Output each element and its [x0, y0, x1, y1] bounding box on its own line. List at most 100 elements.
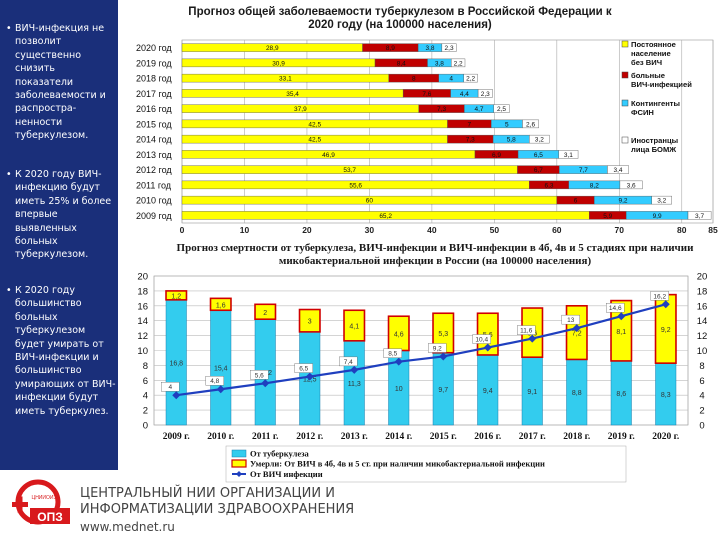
- chart2-legend-label-hiv: Умерли: От ВИЧ в 4б, 4в и 5 ст. при нали…: [250, 459, 545, 469]
- chart2-line-marker: [305, 372, 314, 381]
- chart1-data-label: 3,2: [657, 198, 666, 205]
- chart2-ytick-label-left: 18: [137, 286, 148, 297]
- footer-org-line2: ИНФОРМАТИЗАЦИИ ЗДРАВООХРАНЕНИЯ: [80, 502, 355, 517]
- footer-org: ЦЕНТРАЛЬНЫЙ НИИ ОРГАНИЗАЦИИ И ИНФОРМАТИЗ…: [80, 486, 354, 518]
- chart1-legend-swatch: [621, 136, 629, 144]
- chart2-line-label-box: [517, 325, 536, 335]
- chart1-legend-label: Иностранцы лица БОМЖ: [631, 136, 678, 154]
- chart2-ytick-label-right: 16: [697, 301, 708, 312]
- chart1-bar-segment: [463, 73, 478, 83]
- chart1-data-label: 42,5: [308, 121, 321, 128]
- chart2-legend-marker: [236, 471, 242, 477]
- chart2-line-marker: [617, 312, 626, 321]
- chart2-line-label: 10,4: [475, 337, 488, 344]
- chart2-ytick-label-left: 16: [137, 301, 148, 312]
- chart2-data-label-hiv: 2: [263, 310, 267, 317]
- chart2-line-marker: [483, 343, 492, 352]
- chart2-line-marker: [261, 379, 270, 388]
- footer-org-line1: ЦЕНТРАЛЬНЫЙ НИИ ОРГАНИЗАЦИИ И: [80, 486, 335, 501]
- bullet-text: К 2020 году большинство больных туберкул…: [15, 285, 116, 417]
- chart1-xtick-label: 20: [302, 225, 312, 235]
- chart2-bar-hiv: [165, 290, 188, 301]
- chart1-data-label: 8,2: [590, 182, 599, 189]
- chart1-bar-segment: [529, 134, 550, 144]
- chart2-line-label: 7,4: [344, 359, 353, 366]
- chart2-data-label-tb: 10: [395, 386, 403, 393]
- chart1-xtick-label: 85: [708, 225, 718, 235]
- chart1-plot-area: [181, 39, 714, 224]
- chart2-ytick-label-left: 12: [137, 331, 148, 342]
- chart1-data-label: 3,1: [564, 152, 573, 159]
- chart1-category-label: 2012 год: [136, 165, 172, 175]
- chart1-xtick-label: 30: [365, 225, 375, 235]
- bullet-2: • К 2020 году ВИЧ-инфекцию будут иметь 2…: [6, 168, 116, 262]
- chart1-legend-swatch: [621, 99, 629, 107]
- chart1-xtick-label: 80: [677, 225, 687, 235]
- logo-subtext: ЦНИИОИЗ: [32, 495, 57, 501]
- chart2-xtick-label: 2010 г.: [207, 432, 234, 442]
- footer-url[interactable]: www.mednet.ru: [80, 520, 175, 534]
- chart2-ytick-label-right: 10: [697, 346, 708, 357]
- chart2-line-label-box: [205, 376, 224, 386]
- chart2-ytick-label-right: 14: [697, 316, 708, 327]
- chart1-bar-segment: [451, 58, 466, 68]
- chart1-category-label: 2014 год: [136, 135, 172, 145]
- chart1-legend-swatch: [621, 71, 629, 79]
- chart2-line-label: 6,5: [299, 366, 308, 373]
- chart1-data-label: 42,5: [308, 137, 321, 144]
- chart1-category-label: 2019 год: [136, 58, 172, 68]
- bullet-1: • ВИЧ-инфекция не позволит существенно с…: [6, 22, 116, 143]
- chart1-data-label: 5,9: [603, 213, 612, 220]
- chart1-data-label: 2,2: [454, 60, 463, 67]
- chart2-ytick-label-left: 10: [137, 346, 148, 357]
- chart2-line-marker: [661, 300, 670, 309]
- chart2-ytick-label-left: 14: [137, 316, 148, 327]
- logo-graphic: ОПЗ ЦНИИОИЗ: [12, 479, 70, 525]
- chart1-title: Прогноз общей заболеваемости туберкулезо…: [188, 6, 612, 31]
- chart2-line-label: 11,6: [520, 328, 533, 335]
- chart2-data-label-tb: 11,3: [348, 381, 361, 388]
- chart2-line-label: 4,8: [210, 378, 219, 385]
- chart1-data-label: 3,8: [425, 45, 434, 52]
- chart1-bar-segment: [522, 119, 539, 129]
- chart1-category-label: 2016 год: [136, 104, 172, 114]
- chart2-ytick-label-right: 12: [697, 331, 708, 342]
- chart2-line-label-box: [472, 334, 491, 344]
- bullet-dot: •: [6, 285, 12, 296]
- chart2-data-label-tb: 15,4: [214, 366, 228, 373]
- chart2-data-label-hiv: 1,2: [171, 293, 181, 300]
- chart2-line-label-box: [250, 370, 269, 380]
- chart2-xtick-label: 2018 г.: [563, 432, 590, 442]
- chart2-xtick-label: 2013 г.: [341, 432, 368, 442]
- chart2-data-label-hiv: 5,3: [438, 331, 448, 338]
- chart1-xtick-label: 50: [490, 225, 500, 235]
- chart1-data-label: 3,2: [535, 137, 544, 144]
- chart2-ytick-label-right: 2: [699, 406, 704, 417]
- chart2-line-marker: [528, 334, 537, 343]
- chart2-line-label: 16,2: [653, 293, 666, 300]
- chart1-bar-segment: [607, 165, 629, 174]
- chart2-data-label-tb: 9,1: [527, 389, 537, 396]
- chart1-data-label: 6,7: [534, 167, 543, 174]
- chart1-bar-segment: [651, 195, 672, 205]
- chart2-xtick-label: 2012 г.: [296, 432, 323, 442]
- chart2-data-label-tb: 16,8: [169, 360, 183, 367]
- chart2-data-label-tb: 8,6: [616, 391, 626, 398]
- chart2-xtick-label: 2015 г.: [430, 432, 457, 442]
- chart2-legend-swatch-tb: [231, 449, 247, 458]
- chart2-line-label-box: [294, 363, 313, 373]
- chart1-data-label: 7,7: [579, 167, 588, 174]
- chart1-data-label: 60: [366, 198, 374, 205]
- chart2-line-label-box: [428, 343, 447, 353]
- chart2-data-label-hiv: 8,1: [616, 329, 626, 336]
- chart2-ytick-label-left: 20: [137, 272, 148, 283]
- chart1-xtick-label: 10: [240, 225, 250, 235]
- chart2-ytick-label-right: 0: [699, 421, 704, 432]
- chart1-data-label: 9,2: [619, 198, 628, 205]
- chart1-data-label: 3,7: [695, 213, 704, 220]
- chart1-data-label: 28,9: [266, 45, 279, 52]
- chart2-data-label-tb: 9,7: [438, 387, 448, 394]
- chart2-line-marker: [572, 324, 581, 333]
- chart2-ytick-label-left: 6: [143, 376, 148, 387]
- chart2-ytick-label-left: 2: [143, 406, 148, 417]
